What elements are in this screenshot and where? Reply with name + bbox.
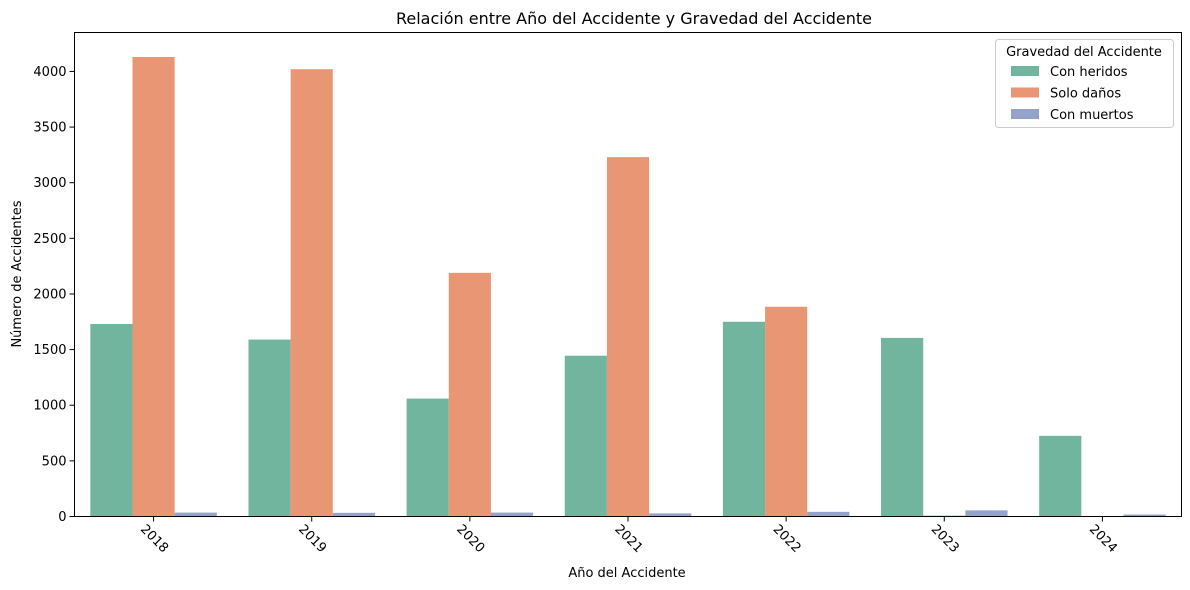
bar-2018-con-muertos	[174, 512, 217, 517]
x-tick-label: 2019	[295, 522, 329, 556]
bar-2019-con-muertos	[332, 512, 375, 517]
legend-label: Con heridos	[1050, 65, 1128, 80]
bar-2022-solo-da-os	[765, 306, 808, 517]
bar-2024-con-heridos	[1039, 435, 1082, 517]
y-tick-label: 1500	[33, 343, 66, 358]
y-axis: 0 500 1000 1500 2000 2500 3000 3500 4000	[33, 65, 75, 525]
bar-2023-con-muertos	[965, 510, 1008, 517]
bar-2022-con-heridos	[722, 321, 766, 517]
bar-2021-con-muertos	[649, 513, 692, 517]
legend: Gravedad del Accidente Con heridos Solo d…	[995, 39, 1174, 128]
bar-2018-solo-da-os	[132, 56, 175, 517]
bars-layer	[90, 56, 1166, 517]
x-tick-label: 2022	[770, 522, 804, 556]
bar-2019-solo-da-os	[290, 69, 333, 517]
legend-label: Con muertos	[1050, 108, 1134, 123]
bar-2018-con-heridos	[90, 324, 133, 517]
x-axis: 2018 2019 2020 2021 2022 2023 2024	[137, 516, 1120, 556]
y-tick-label: 0	[58, 510, 66, 525]
legend-swatch	[1011, 87, 1039, 98]
chart-title: Relación entre Año del Accidente y Grave…	[396, 9, 872, 28]
bar-2023-con-heridos	[881, 337, 924, 517]
y-tick-label: 3000	[33, 176, 66, 191]
y-axis-label: Número de Accidentes	[10, 200, 25, 347]
y-tick-label: 2000	[33, 287, 66, 302]
legend-swatch	[1011, 66, 1039, 76]
x-axis-label: Año del Accidente	[568, 566, 685, 581]
bar-2021-solo-da-os	[606, 157, 650, 517]
bar-2021-con-heridos	[564, 355, 607, 517]
bar-2020-con-heridos	[406, 398, 449, 517]
x-tick-label: 2021	[611, 522, 645, 556]
y-tick-label: 500	[42, 454, 67, 469]
y-tick-label: 4000	[33, 65, 66, 80]
y-tick-label: 1000	[33, 399, 66, 414]
legend-label: Solo daños	[1050, 87, 1121, 102]
legend-box	[995, 39, 1174, 128]
x-tick-label: 2023	[928, 522, 962, 556]
bar-2022-con-muertos	[807, 511, 850, 517]
x-tick-label: 2020	[453, 522, 487, 556]
bar-2020-con-muertos	[490, 512, 534, 517]
legend-title: Gravedad del Accidente	[1006, 45, 1162, 60]
bar-2019-con-heridos	[248, 339, 291, 517]
bar-2024-con-muertos	[1123, 514, 1166, 517]
x-tick-label: 2018	[137, 522, 171, 556]
y-tick-label: 3500	[33, 121, 66, 136]
x-tick-label: 2024	[1086, 522, 1120, 556]
bar-2020-solo-da-os	[448, 272, 491, 517]
legend-swatch	[1011, 109, 1039, 119]
legend-items: Con heridos Solo daños Con muertos	[1011, 65, 1134, 123]
y-tick-label: 2500	[33, 232, 66, 247]
